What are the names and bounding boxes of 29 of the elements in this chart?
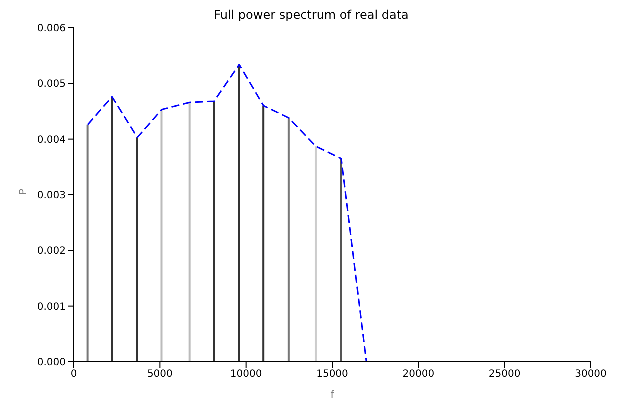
bar [288, 118, 290, 362]
bar [111, 97, 114, 362]
y-tick-label: 0.002 [37, 246, 66, 258]
line-series [87, 64, 368, 362]
chart-title: Full power spectrum of real data [213, 8, 410, 24]
x-tick-label: 20000 [402, 369, 435, 380]
bar [160, 110, 163, 362]
bar [86, 124, 89, 362]
bar [213, 101, 216, 362]
x-axis-title: f [330, 390, 335, 401]
bar [188, 102, 191, 362]
y-tick-label: 0.001 [37, 302, 66, 313]
x-tick-label: 15000 [316, 369, 348, 380]
y-axis-title: P [18, 188, 30, 195]
bar [262, 106, 265, 362]
bar [340, 158, 342, 362]
y-tick-label: 0.006 [37, 24, 66, 35]
x-tick-label: 5000 [147, 369, 173, 380]
y-tick-label: 0.003 [37, 190, 66, 202]
y-tick-label: 0.004 [37, 134, 66, 146]
x-tick-label: 0 [70, 369, 78, 380]
y-tick-label: 0.005 [37, 79, 66, 90]
bar [136, 138, 138, 362]
bar [238, 64, 240, 362]
bar [314, 146, 317, 362]
x-tick-label: 30000 [575, 369, 607, 380]
y-tick-label: 0.000 [37, 358, 66, 369]
x-tick-label: 25000 [488, 369, 521, 380]
x-tick-label: 10000 [230, 369, 262, 380]
